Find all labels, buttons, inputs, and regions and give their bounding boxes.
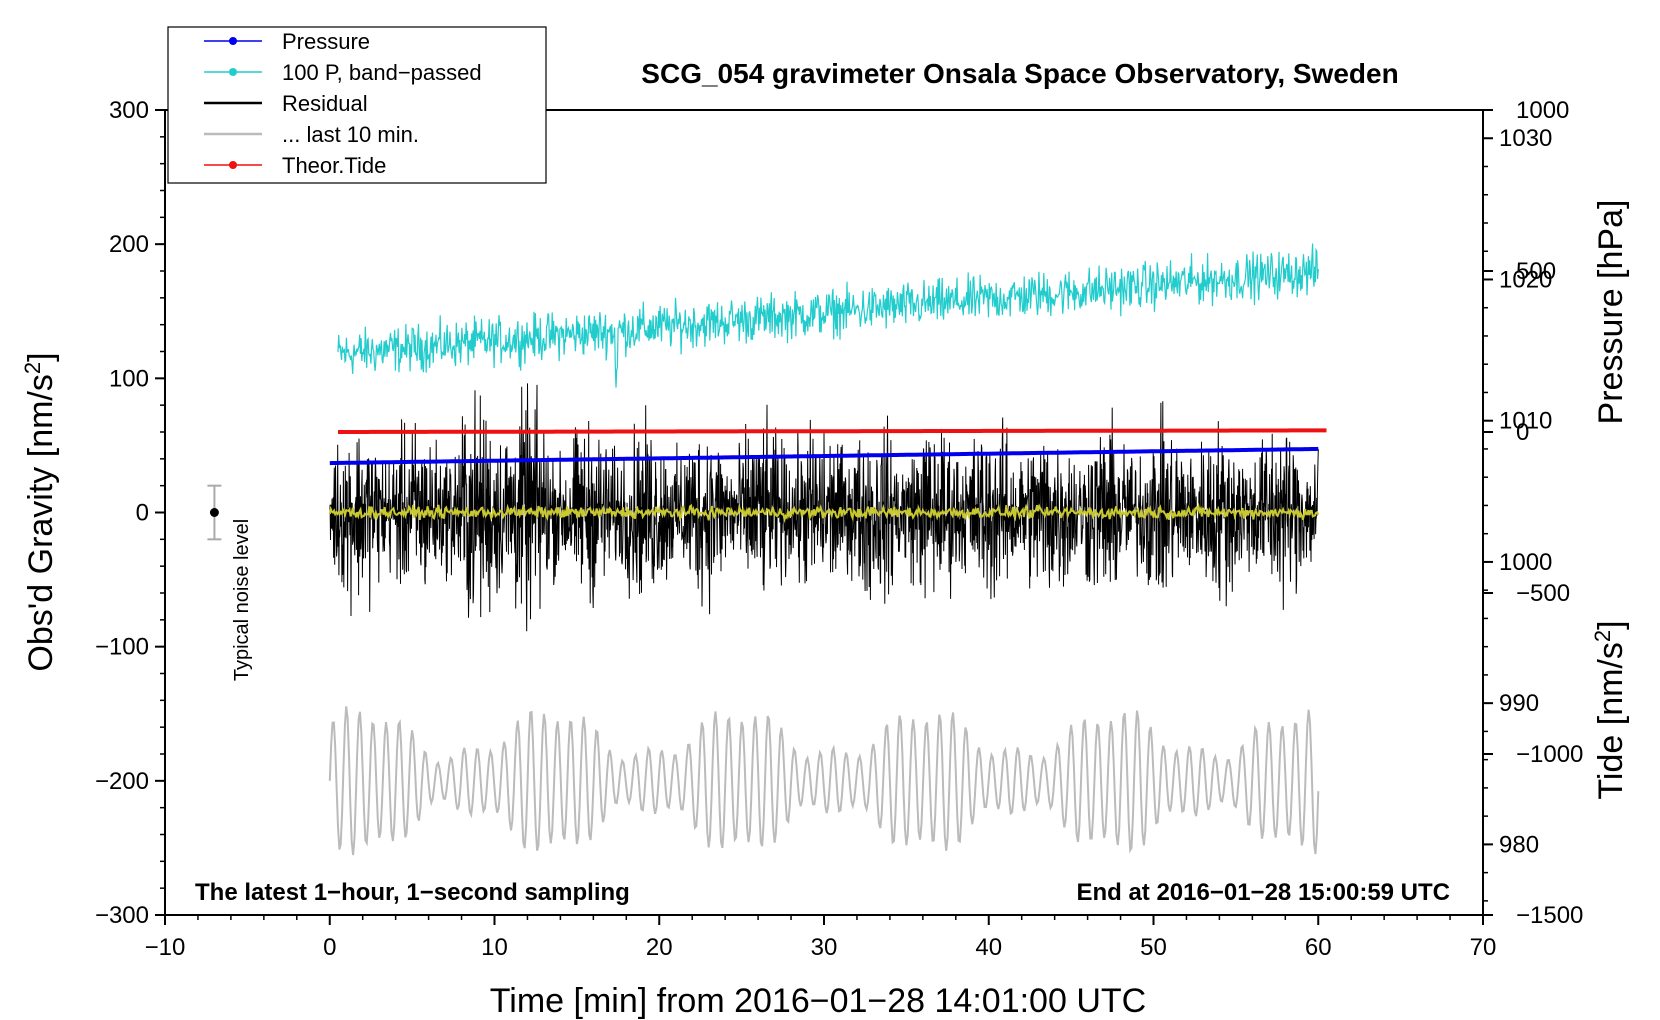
y-tide-title-close: ] [1592, 620, 1630, 629]
noise-label: Typical noise level [231, 519, 253, 681]
noise-bar [207, 484, 222, 541]
tide-tick-label: 500 [1516, 258, 1556, 285]
annotation-end-time: End at 2016−01−28 15:00:59 UTC [1076, 879, 1450, 906]
tide-tick-label: 0 [1516, 419, 1529, 446]
y-tick-label: −100 [95, 634, 149, 661]
y-axis-title-left: Obs'd Gravity [nm/s2] [20, 352, 60, 671]
legend-label: 100 P, band−passed [282, 60, 482, 85]
y-left-title-main: Obs'd Gravity [nm/s [22, 374, 60, 671]
tide-tick-label: −1500 [1516, 902, 1583, 929]
series-last-10-min [328, 706, 1320, 856]
legend-label: Pressure [282, 29, 370, 54]
series-band-passed [337, 243, 1319, 388]
y-tick-label: −200 [95, 768, 149, 795]
series-pressure [329, 446, 1319, 466]
legend-label: ... last 10 min. [282, 122, 419, 147]
y-left-title-close: ] [22, 352, 60, 361]
x-tick-label: 40 [975, 934, 1002, 961]
series-theor-tide [338, 428, 1327, 434]
annotation-sampling: The latest 1−hour, 1−second sampling [195, 879, 630, 906]
chart-title: SCG_054 gravimeter Onsala Space Observat… [641, 58, 1398, 89]
y-tide-title-sup: 2 [1590, 630, 1615, 642]
x-tick-label: 30 [811, 934, 838, 961]
y-tick-label: −300 [95, 902, 149, 929]
pressure-tick-label: 1010 [1499, 408, 1552, 435]
y-tide-title-main: Tide [nm/s [1592, 642, 1630, 799]
y-axis-title-tide: Tide [nm/s2] [1590, 620, 1630, 799]
legend-marker [229, 161, 237, 169]
series-residual-smoothed [328, 502, 1320, 524]
series-layer [328, 243, 1327, 856]
pressure-tick-label: 990 [1499, 690, 1539, 717]
tide-tick-label: −1000 [1516, 741, 1583, 768]
y-left-title-sup: 2 [20, 362, 45, 374]
legend-marker [229, 37, 237, 45]
legend-label: Residual [282, 91, 368, 116]
x-tick-label: 0 [323, 934, 336, 961]
tide-tick-label: 1000 [1516, 97, 1569, 124]
tide-tick-label: −500 [1516, 580, 1570, 607]
y-tick-label: 300 [109, 97, 149, 124]
x-tick-label: 10 [481, 934, 508, 961]
pressure-tick-label: 1000 [1499, 549, 1552, 576]
legend: Pressure 100 P, band−passed Residual ... la… [167, 26, 547, 184]
y-tick-label: 0 [136, 500, 149, 527]
legend-box [167, 26, 547, 184]
x-axis-title: Time [min] from 2016−01−28 14:01:00 UTC [490, 982, 1146, 1020]
pressure-tick-label: 980 [1499, 831, 1539, 858]
pressure-tick-label: 1020 [1499, 266, 1552, 293]
y-tick-label: 100 [109, 365, 149, 392]
x-tick-label: −10 [145, 934, 186, 961]
pressure-tick-label: 1030 [1499, 125, 1552, 152]
noise-bar-dot [209, 508, 219, 517]
axis-layer: −10 0 10 20 30 40 50 60 703002001000−100−200−300… [95, 97, 1583, 961]
legend-label: Theor.Tide [282, 153, 386, 178]
legend-marker [229, 68, 237, 76]
x-tick-label: 50 [1140, 934, 1167, 961]
y-tick-label: 200 [109, 231, 149, 258]
y-axis-title-pressure: Pressure [hPa] [1592, 200, 1630, 425]
x-tick-label: 20 [646, 934, 673, 961]
x-tick-label: 60 [1305, 934, 1332, 961]
x-tick-label: 70 [1470, 934, 1497, 961]
